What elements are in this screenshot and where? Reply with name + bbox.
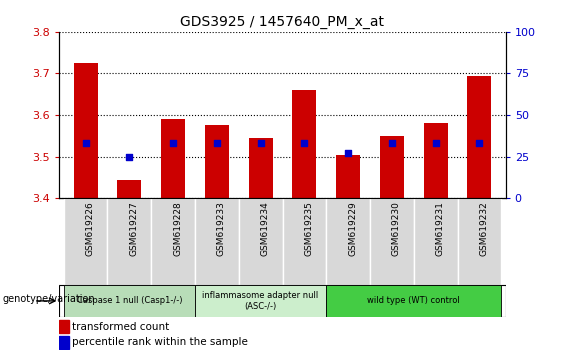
Bar: [239, 198, 282, 285]
Point: [300, 141, 309, 146]
Bar: [370, 198, 414, 285]
Text: GSM619231: GSM619231: [436, 201, 445, 256]
Bar: [249, 138, 273, 198]
Point: [344, 150, 353, 156]
Bar: [73, 63, 98, 198]
Bar: [161, 119, 185, 198]
Point: [125, 154, 134, 159]
Point: [212, 141, 221, 146]
Point: [81, 141, 90, 146]
Title: GDS3925 / 1457640_PM_x_at: GDS3925 / 1457640_PM_x_at: [180, 16, 385, 29]
Text: inflammasome adapter null
(ASC-/-): inflammasome adapter null (ASC-/-): [202, 291, 319, 310]
Bar: [326, 198, 370, 285]
Point: [475, 141, 484, 146]
Bar: [205, 125, 229, 198]
Point: [256, 141, 265, 146]
Bar: [282, 198, 326, 285]
Bar: [64, 198, 107, 285]
Bar: [151, 198, 195, 285]
Text: GSM619229: GSM619229: [348, 201, 357, 256]
Bar: [380, 136, 404, 198]
Bar: [424, 124, 447, 198]
Point: [431, 141, 440, 146]
Point: [168, 141, 177, 146]
Bar: [195, 198, 239, 285]
Text: GSM619227: GSM619227: [129, 201, 138, 256]
Bar: [107, 198, 151, 285]
Text: GSM619233: GSM619233: [217, 201, 226, 256]
Text: wild type (WT) control: wild type (WT) control: [367, 296, 460, 306]
Text: transformed count: transformed count: [72, 321, 169, 332]
Text: GSM619226: GSM619226: [85, 201, 94, 256]
Text: Caspase 1 null (Casp1-/-): Caspase 1 null (Casp1-/-): [77, 296, 182, 306]
Bar: [458, 198, 501, 285]
Bar: [467, 75, 492, 198]
Bar: [59, 336, 69, 349]
Bar: [118, 179, 141, 198]
Bar: [292, 90, 316, 198]
Text: percentile rank within the sample: percentile rank within the sample: [72, 337, 247, 348]
Text: GSM619234: GSM619234: [260, 201, 270, 256]
Text: GSM619230: GSM619230: [392, 201, 401, 256]
Text: GSM619235: GSM619235: [305, 201, 314, 256]
Bar: [326, 285, 501, 317]
Bar: [59, 320, 69, 333]
Text: GSM619232: GSM619232: [480, 201, 488, 256]
Bar: [195, 285, 326, 317]
Point: [388, 141, 397, 146]
Bar: [414, 198, 458, 285]
Text: genotype/variation: genotype/variation: [3, 294, 95, 304]
Text: GSM619228: GSM619228: [173, 201, 182, 256]
Bar: [64, 285, 195, 317]
Bar: [336, 155, 360, 198]
